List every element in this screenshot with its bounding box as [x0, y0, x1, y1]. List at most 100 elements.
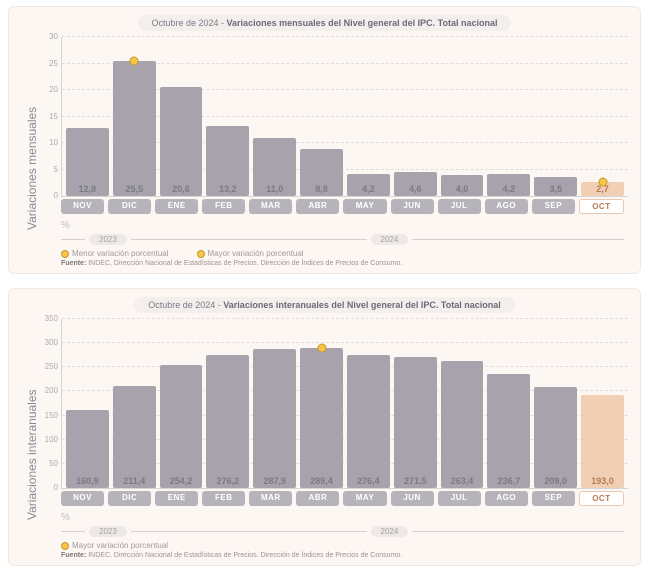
- bar-value-label: 11,0: [253, 184, 296, 194]
- bar-value-label: 4,0: [441, 184, 484, 194]
- legend-dot-icon: [197, 250, 205, 258]
- category-label: FEB: [202, 199, 245, 214]
- bar: 276,4: [347, 355, 390, 488]
- bar: 263,4: [441, 361, 484, 488]
- legend-item-label: Mayor variación porcentual: [72, 541, 168, 550]
- bar-column: 4,6: [394, 37, 437, 196]
- category-label: AGO: [485, 199, 528, 214]
- bar-column: 8,8: [300, 37, 343, 196]
- legend-dot-icon: [61, 250, 69, 258]
- chart-panel-monthly: Octubre de 2024 - Variaciones mensuales …: [8, 6, 641, 274]
- bar-column: 263,4: [441, 319, 484, 488]
- title-bold: Variaciones interanuales del Nivel gener…: [223, 300, 500, 310]
- year-pill: 2023: [89, 234, 127, 245]
- bar-column: 25,5: [113, 37, 156, 196]
- bar: 193,0: [581, 395, 624, 488]
- category-label: AGO: [485, 491, 528, 506]
- bar: 12,8: [66, 128, 109, 196]
- y-tick-label: 0: [40, 191, 58, 200]
- marker-dot-icon: [130, 56, 139, 65]
- year-axis-annual: 20232024: [61, 526, 628, 537]
- legend-item-label: Menor variación porcentual: [72, 249, 169, 258]
- bar: 289,4: [300, 348, 343, 488]
- title-bold: Variaciones mensuales del Nivel general …: [227, 18, 498, 28]
- category-label: ENE: [155, 199, 198, 214]
- category-label: SEP: [532, 199, 575, 214]
- bar-column: 4,2: [487, 37, 530, 196]
- bar: 211,4: [113, 386, 156, 488]
- title-prefix: Octubre de 2024 -: [152, 18, 227, 28]
- category-label: NOV: [61, 491, 104, 506]
- y-tick-label: 30: [40, 32, 58, 41]
- percent-symbol: %: [61, 220, 628, 231]
- chart-panel-annual: Octubre de 2024 - Variaciones interanual…: [8, 288, 641, 566]
- bar: 11,0: [253, 138, 296, 196]
- bar-value-label: 287,9: [253, 476, 296, 486]
- category-label: ENE: [155, 491, 198, 506]
- bar-value-label: 12,8: [66, 184, 109, 194]
- bar-value-label: 271,5: [394, 476, 437, 486]
- bar-value-label: 20,6: [160, 184, 203, 194]
- y-tick-label: 0: [40, 483, 58, 492]
- y-axis-label: Variaciones mensuales: [21, 37, 39, 267]
- bar-column: 211,4: [113, 319, 156, 488]
- bar-value-label: 3,5: [534, 184, 577, 194]
- bar-value-label: 276,2: [206, 476, 249, 486]
- bar: 4,2: [487, 174, 530, 196]
- bar-value-label: 209,0: [534, 476, 577, 486]
- bar-value-label: 276,4: [347, 476, 390, 486]
- source-text: INDEC, Dirección Nacional de Estadística…: [86, 552, 402, 559]
- category-label: OCT: [579, 491, 624, 506]
- plot-area-annual: 050100150200250300350160,9211,4254,2276,…: [61, 319, 628, 489]
- bar-column: 20,6: [160, 37, 203, 196]
- bar-value-label: 13,2: [206, 184, 249, 194]
- y-tick-label: 200: [40, 386, 58, 395]
- bar-column: 209,0: [534, 319, 577, 488]
- category-label: JUN: [391, 199, 434, 214]
- bar-column: 236,7: [487, 319, 530, 488]
- bar: 254,2: [160, 365, 203, 488]
- bar: 2,7: [581, 182, 624, 196]
- bar-value-label: 254,2: [160, 476, 203, 486]
- bar-column: 13,2: [206, 37, 249, 196]
- percent-symbol: %: [61, 512, 628, 523]
- legend-annual: Mayor variación porcentual: [61, 541, 628, 550]
- bar-value-label: 4,6: [394, 184, 437, 194]
- bar-column: 254,2: [160, 319, 203, 488]
- bar: 8,8: [300, 149, 343, 196]
- source-text: INDEC, Dirección Nacional de Estadística…: [86, 260, 402, 267]
- legend-dot-icon: [61, 542, 69, 550]
- bar: 4,6: [394, 172, 437, 196]
- category-label: MAR: [249, 491, 292, 506]
- y-tick-label: 15: [40, 112, 58, 121]
- bar: 209,0: [534, 387, 577, 488]
- category-label: ABR: [296, 199, 339, 214]
- category-label: SEP: [532, 491, 575, 506]
- bar-value-label: 4,2: [487, 184, 530, 194]
- y-tick-label: 10: [40, 138, 58, 147]
- y-tick-label: 20: [40, 85, 58, 94]
- bar-column: 4,2: [347, 37, 390, 196]
- bar: 13,2: [206, 126, 249, 196]
- bar-value-label: 160,9: [66, 476, 109, 486]
- chart-title: Octubre de 2024 - Variaciones mensuales …: [138, 15, 512, 31]
- bar-column: 289,4: [300, 319, 343, 488]
- bar: 3,5: [534, 177, 577, 196]
- marker-dot-icon: [317, 344, 326, 353]
- bar-column: 160,9: [66, 319, 109, 488]
- y-tick-label: 150: [40, 411, 58, 420]
- year-pill: 2024: [371, 234, 409, 245]
- source-line: Fuente: INDEC, Dirección Nacional de Est…: [61, 260, 628, 267]
- category-label: OCT: [579, 199, 624, 214]
- legend-monthly: Menor variación porcentualMayor variació…: [61, 249, 628, 258]
- bar: 4,0: [441, 175, 484, 196]
- bar-value-label: 8,8: [300, 184, 343, 194]
- category-label: JUL: [438, 491, 481, 506]
- bar-value-label: 236,7: [487, 476, 530, 486]
- bar: 276,2: [206, 355, 249, 488]
- bar-value-label: 193,0: [581, 476, 624, 486]
- category-label: MAR: [249, 199, 292, 214]
- bar-column: 11,0: [253, 37, 296, 196]
- bar-column: 287,9: [253, 319, 296, 488]
- year-pill: 2024: [371, 526, 409, 537]
